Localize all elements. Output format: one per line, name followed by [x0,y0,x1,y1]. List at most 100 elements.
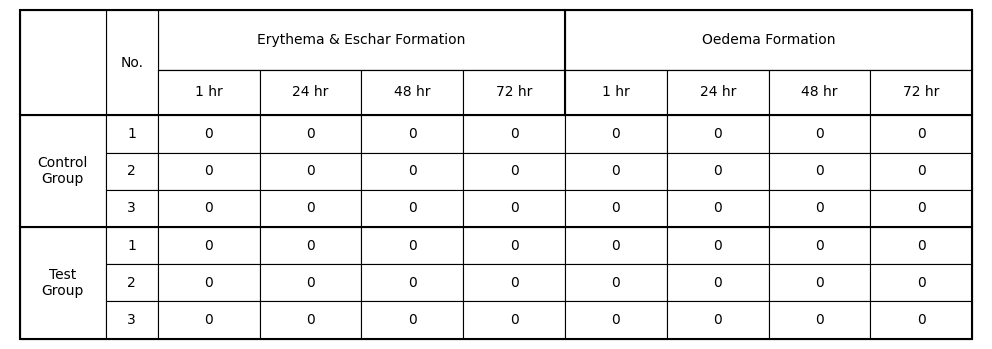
Text: 0: 0 [815,127,824,141]
Text: 0: 0 [815,201,824,215]
Bar [158,264,260,301]
Text: 1 hr: 1 hr [602,86,630,99]
Bar [158,116,260,153]
Bar [361,264,463,301]
Text: 0: 0 [307,313,314,327]
Text: 0: 0 [204,127,213,141]
Bar [158,153,260,190]
Bar [105,301,158,339]
Bar [769,227,870,264]
Bar [463,69,565,116]
Text: 0: 0 [917,164,926,178]
Text: 0: 0 [204,313,213,327]
Text: 0: 0 [307,164,314,178]
Bar [565,301,667,339]
Text: 0: 0 [917,313,926,327]
Text: 72 hr: 72 hr [496,86,533,99]
Bar [769,301,870,339]
Text: Oedema Formation: Oedema Formation [702,33,835,47]
Text: 0: 0 [307,276,314,290]
Bar [870,190,972,227]
Bar [260,301,361,339]
Bar [769,116,870,153]
Bar [870,69,972,116]
Bar [158,227,260,264]
Bar [463,264,565,301]
Bar [870,116,972,153]
Bar [463,190,565,227]
Bar [361,301,463,339]
Text: No.: No. [120,56,143,70]
Text: 0: 0 [611,127,620,141]
Bar [870,264,972,301]
Bar [105,10,158,116]
Bar [361,227,463,264]
Bar [361,69,463,116]
Text: 0: 0 [510,201,519,215]
Bar [463,301,565,339]
Bar [667,190,769,227]
Text: 0: 0 [611,164,620,178]
Bar [565,227,667,264]
Text: 0: 0 [713,239,722,253]
Text: 24 hr: 24 hr [699,86,736,99]
Bar [463,153,565,190]
Text: 2: 2 [127,164,136,178]
Text: 1 hr: 1 hr [194,86,222,99]
Bar [463,227,565,264]
Bar [565,10,972,69]
Text: 3: 3 [127,201,136,215]
Text: 0: 0 [713,164,722,178]
Bar [565,69,667,116]
Text: 72 hr: 72 hr [903,86,939,99]
Text: 0: 0 [204,276,213,290]
Text: 0: 0 [611,276,620,290]
Bar [565,116,667,153]
Text: 0: 0 [408,164,417,178]
Text: 0: 0 [408,239,417,253]
Text: 48 hr: 48 hr [394,86,431,99]
Text: 0: 0 [510,239,519,253]
Bar [769,69,870,116]
Text: 0: 0 [307,239,314,253]
Text: 0: 0 [408,276,417,290]
Text: 0: 0 [713,201,722,215]
Bar [565,153,667,190]
Bar [105,227,158,264]
Text: 0: 0 [408,313,417,327]
Bar [463,116,565,153]
Text: Erythema & Eschar Formation: Erythema & Eschar Formation [257,33,465,47]
Bar [667,116,769,153]
Text: 0: 0 [815,164,824,178]
Text: 0: 0 [917,201,926,215]
Text: 1: 1 [127,239,136,253]
Bar [158,10,565,69]
Bar [158,301,260,339]
Bar [260,190,361,227]
Bar [105,264,158,301]
Text: 48 hr: 48 hr [802,86,837,99]
Text: 0: 0 [611,201,620,215]
Text: 0: 0 [611,313,620,327]
Text: 0: 0 [713,276,722,290]
Bar [158,69,260,116]
Bar [158,190,260,227]
Text: 0: 0 [307,201,314,215]
Bar [667,69,769,116]
Bar [769,264,870,301]
Bar [565,190,667,227]
Bar [20,227,105,339]
Bar [870,153,972,190]
Text: 0: 0 [408,127,417,141]
Bar [769,153,870,190]
Text: 0: 0 [510,276,519,290]
Bar [105,153,158,190]
Text: 1: 1 [127,127,136,141]
Text: 0: 0 [917,239,926,253]
Bar [870,227,972,264]
Text: 24 hr: 24 hr [293,86,328,99]
Text: 0: 0 [510,164,519,178]
Text: 0: 0 [815,313,824,327]
Bar [769,190,870,227]
Text: 0: 0 [204,201,213,215]
